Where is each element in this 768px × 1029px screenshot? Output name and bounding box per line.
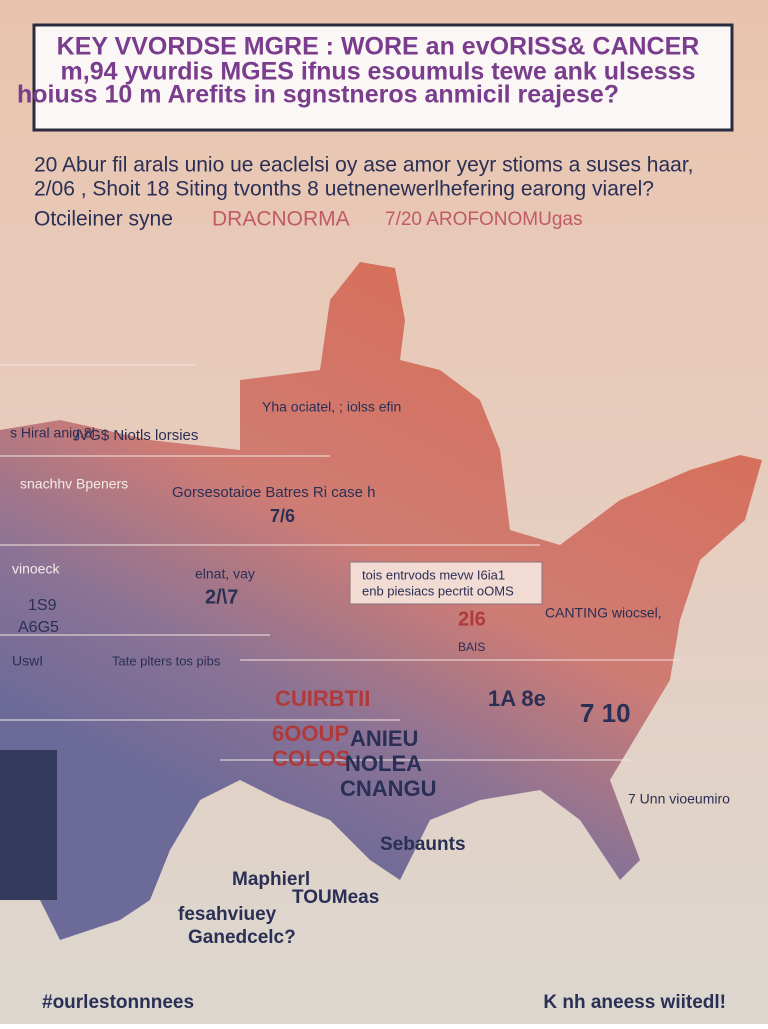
map-label: 7 10 bbox=[580, 698, 631, 728]
map-label: 1A 8e bbox=[488, 686, 546, 711]
map-borders bbox=[0, 364, 680, 861]
map-label: Yha ociatel, ; iolss efin bbox=[262, 399, 401, 415]
map-label: UswI bbox=[12, 653, 43, 669]
intro-line: 20 Abur fil arals unio ue eaclelsi oy as… bbox=[34, 154, 694, 177]
map-label: enb piesiacs pecrtit oOMS bbox=[362, 583, 514, 598]
map-label: Ganedcelc? bbox=[188, 927, 296, 948]
title-box bbox=[32, 23, 734, 132]
map-label: s Hiral anig.8l bbox=[10, 425, 95, 441]
map-label: A6G5 bbox=[18, 619, 59, 636]
footer-left: #ourlestonnnees bbox=[42, 992, 194, 1013]
footer-right: K nh aneess wiitedl! bbox=[543, 992, 726, 1013]
map-label: 7/6 bbox=[270, 506, 295, 526]
map-label: Gorsesotaioe Batres Ri case h bbox=[172, 484, 375, 501]
intro-line: DRACNORMA bbox=[212, 208, 350, 231]
map-label: ANIEU bbox=[350, 726, 418, 751]
map-label: BAIS bbox=[458, 640, 485, 654]
map-label: 2/\7 bbox=[205, 586, 238, 608]
title-line: m,94 yvurdis MGES ifnus esoumuls tewe an… bbox=[61, 58, 696, 86]
map-label: Sebaunts bbox=[380, 834, 466, 855]
map-label: 1S9 bbox=[28, 597, 57, 614]
map-label: vinoeck bbox=[12, 561, 60, 577]
map-label: CANTING wiocsel, bbox=[545, 605, 662, 621]
map-label: NOLEA bbox=[345, 751, 422, 776]
title-line: hoiuss 10 m Arefits in sgnstneros anmici… bbox=[17, 81, 619, 109]
map-label: 7 Unn vioeumiro bbox=[628, 791, 730, 807]
map-label: 6OOUP bbox=[272, 721, 349, 746]
intro-line: 7/20 AROFONOMUgas bbox=[385, 209, 582, 230]
map-label: COLOS bbox=[272, 746, 350, 771]
map-label: CNANGU bbox=[340, 776, 437, 801]
map-label: Tate plters tos pibs bbox=[112, 653, 221, 668]
map-label: elnat, vay bbox=[195, 566, 255, 582]
intro-line: 2/06 , Shoit 18 Siting tvonths 8 uetnene… bbox=[34, 178, 654, 201]
intro-line: Otcileiner syne bbox=[34, 208, 173, 231]
map-label: 2l6 bbox=[458, 608, 486, 630]
map-label: CUIRBTII bbox=[275, 686, 370, 711]
map-label: fesahviuey bbox=[178, 904, 277, 925]
map-label: /VG$ Niotls lorsies bbox=[75, 427, 198, 444]
title-line: KEY VVORDSE MGRE : WORE an evORISS& CANC… bbox=[57, 33, 700, 61]
map-label: snachhv Bpeners bbox=[20, 476, 128, 492]
map-label: Maphierl bbox=[232, 869, 310, 890]
label-box bbox=[349, 561, 543, 605]
map-label: tois entrvods mevw I6ia1 bbox=[362, 567, 505, 582]
map-label: TOUMeas bbox=[292, 887, 379, 908]
side-bar bbox=[0, 750, 57, 900]
